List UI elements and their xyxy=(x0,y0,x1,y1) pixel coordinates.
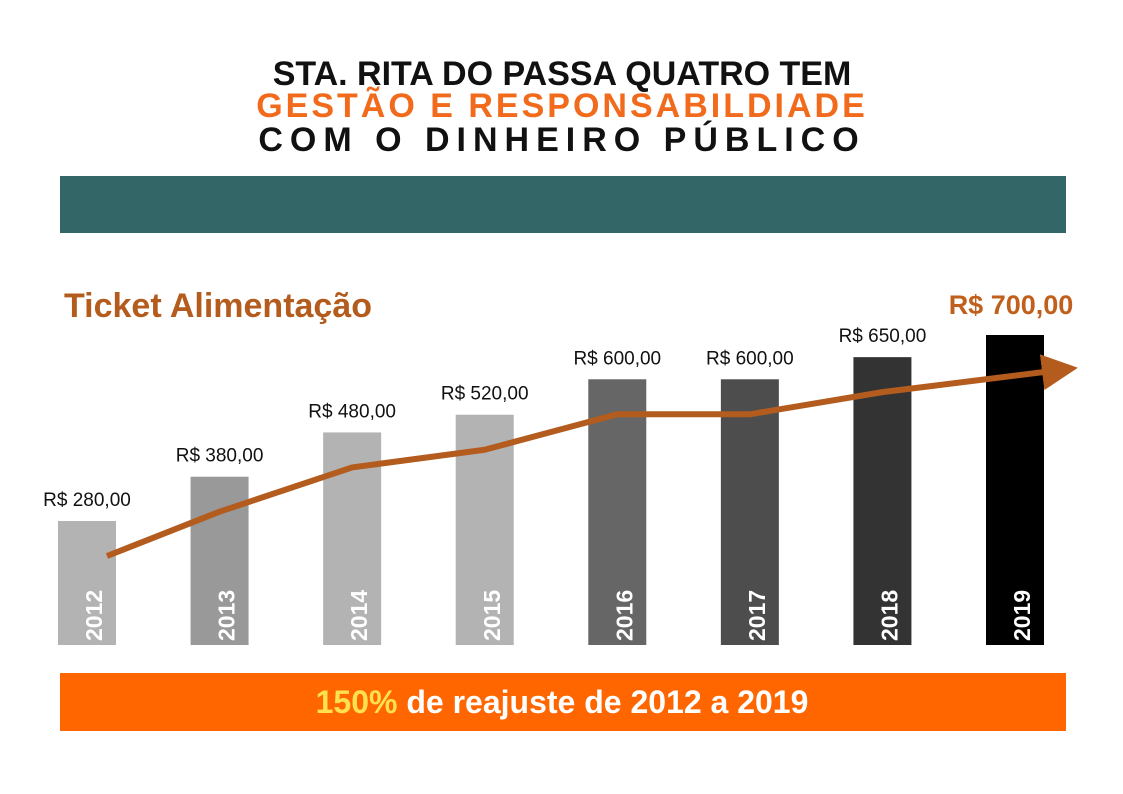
x-tick-label: 2015 xyxy=(479,590,505,641)
x-tick-label: 2017 xyxy=(744,590,770,641)
value-label: R$ 520,00 xyxy=(441,384,529,405)
footer-highlight: 150% xyxy=(316,684,398,720)
header-line: STA. RITA DO PASSA QUATRO TEM xyxy=(273,55,852,93)
value-label: R$ 380,00 xyxy=(176,446,264,467)
value-label: R$ 600,00 xyxy=(706,348,794,369)
bar xyxy=(588,379,647,645)
value-label: R$ 280,00 xyxy=(43,490,131,511)
value-label: R$ 700,00 xyxy=(949,290,1074,320)
bar xyxy=(986,335,1044,645)
header-line: GESTÃO E RESPONSABILDIADE xyxy=(256,87,868,125)
bar xyxy=(58,521,116,645)
header-line: COM O DINHEIRO PÚBLICO xyxy=(258,121,865,159)
x-tick-label: 2019 xyxy=(1009,590,1035,641)
value-label: R$ 650,00 xyxy=(839,326,927,347)
band xyxy=(60,176,1066,233)
plot: R$ 280,00 2012 R$ 380,00 2013 R$ 480,00 2014 R… xyxy=(43,290,1078,645)
x-tick-label: 2013 xyxy=(214,590,240,641)
x-tick-label: 2016 xyxy=(611,590,637,641)
x-tick-label: 2014 xyxy=(346,590,372,641)
bar xyxy=(720,379,779,645)
footer-band xyxy=(60,673,1066,731)
chart-title: Ticket Alimentação xyxy=(64,287,372,325)
x-tick-label: 2018 xyxy=(877,590,903,641)
x-tick-label: 2012 xyxy=(81,590,107,641)
bar xyxy=(853,357,912,645)
trend-line xyxy=(105,354,1078,559)
footer-text: de reajuste de 2012 a 2019 xyxy=(406,684,808,720)
footer: 150% de reajuste de 2012 a 2019 xyxy=(316,684,809,720)
value-label: R$ 600,00 xyxy=(573,348,661,369)
value-label: R$ 480,00 xyxy=(308,401,396,422)
